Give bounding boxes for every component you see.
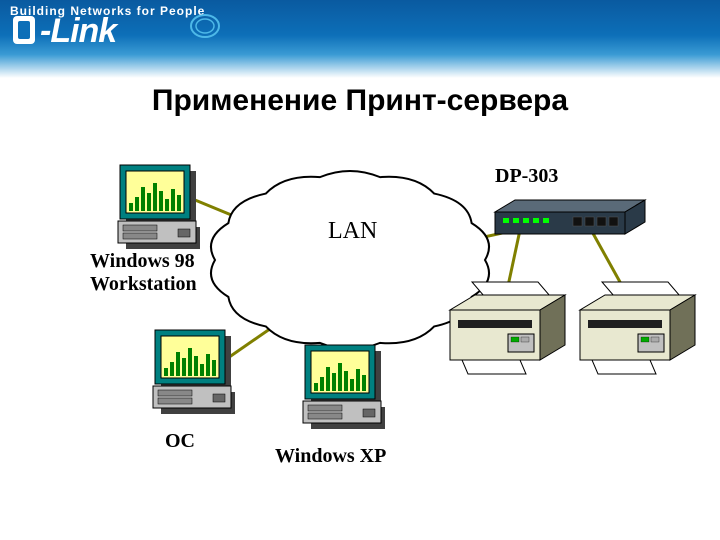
device-label: DP-303 <box>495 165 558 188</box>
workstation1-label: Windows 98 Workstation <box>90 250 197 296</box>
workstation3-label: Windows XP <box>275 445 386 468</box>
workstation2-label: OC <box>165 430 195 453</box>
lan-label: LAN <box>328 218 377 245</box>
